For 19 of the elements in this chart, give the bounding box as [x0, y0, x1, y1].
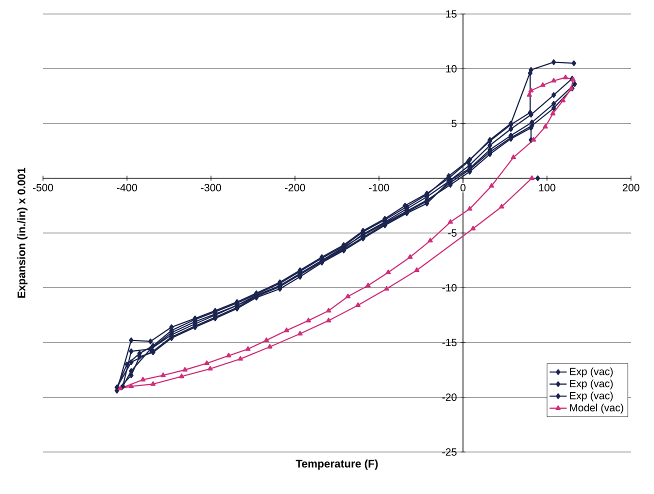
y-tick-label: -5 [448, 229, 457, 237]
y-tick-label: -25 [442, 448, 457, 456]
legend-label: Model (vac) [570, 404, 624, 414]
y-tick-label: 5 [452, 120, 457, 128]
x-tick-label: -300 [201, 184, 222, 192]
x-tick-label: -500 [33, 184, 54, 192]
legend-label: Exp (vac) [570, 380, 613, 390]
x-tick-label: 100 [539, 184, 556, 192]
y-tick-label: -15 [442, 338, 457, 346]
y-tick-label: 15 [446, 10, 457, 18]
x-tick-label: 200 [622, 184, 640, 192]
legend-label: Exp (vac) [570, 368, 613, 378]
x-tick-label: -200 [285, 184, 306, 192]
legend-label: Exp (vac) [570, 392, 613, 402]
x-axis-title: Temperature (F) [296, 460, 378, 470]
x-tick-label: 0 [460, 184, 466, 192]
y-axis-title: Expansion (in./in) x 0.001 [17, 168, 28, 298]
x-tick-label: -100 [369, 184, 390, 192]
x-tick-label: -400 [117, 184, 138, 192]
